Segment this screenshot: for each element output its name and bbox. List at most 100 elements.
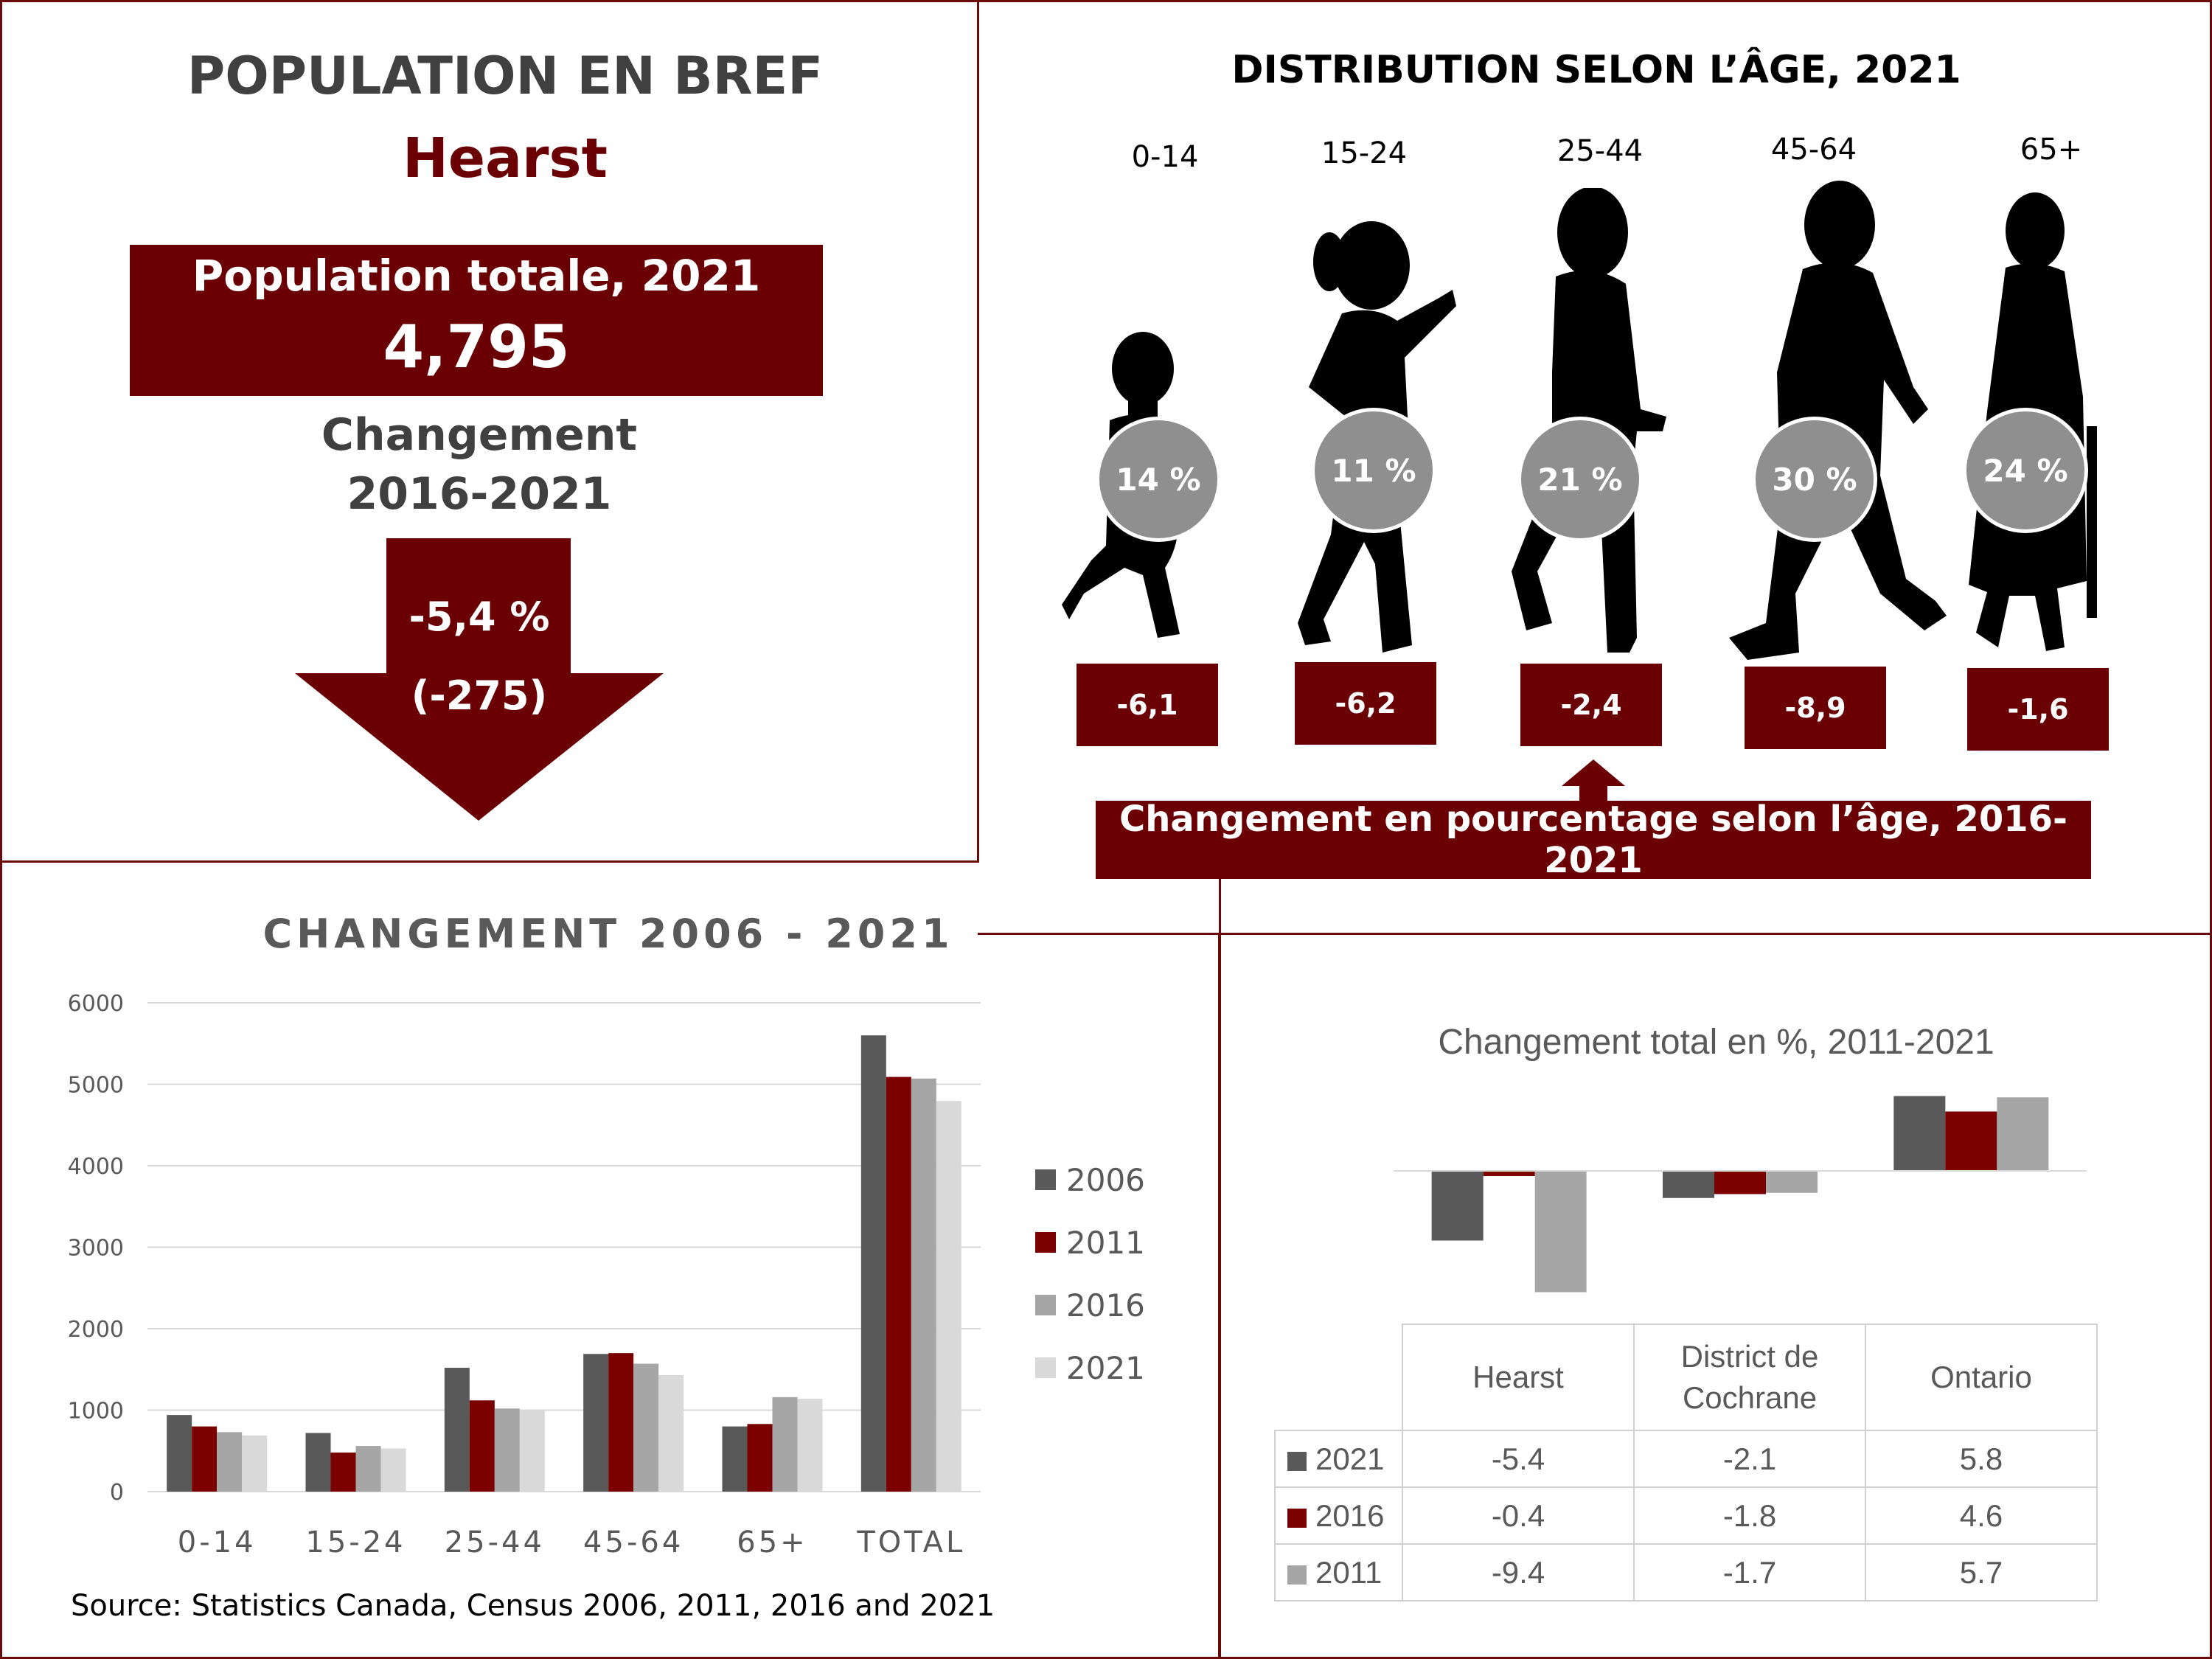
percent-change-bar-chart bbox=[1394, 1096, 2087, 1293]
change-box-45-64: -8,9 bbox=[1745, 667, 1886, 749]
legend-item-2016: 2016 bbox=[1035, 1283, 1145, 1327]
change-box-15-24: -6,2 bbox=[1295, 662, 1436, 745]
bar-2016-45-64 bbox=[633, 1363, 659, 1492]
bar-2021-65+ bbox=[797, 1399, 823, 1492]
percent-change-banner: Changement en pourcentage selon l’âge, 2… bbox=[1096, 799, 2091, 881]
change-absolute: (-275) bbox=[411, 672, 548, 719]
population-bar-chart: 0 1000 2000 3000 4000 5000 6000 0-14 15-24 25-44 4… bbox=[68, 991, 981, 1559]
bar-2021-45-64 bbox=[658, 1374, 684, 1492]
legend-swatch-2016 bbox=[1035, 1295, 1056, 1315]
change-label: Changement bbox=[321, 409, 638, 461]
bar-2011-0-14 bbox=[192, 1426, 218, 1492]
bar-2021-Hearst bbox=[1431, 1171, 1484, 1241]
bar-2006-15-24 bbox=[305, 1433, 331, 1492]
bar-2021-0-14 bbox=[242, 1435, 268, 1492]
bar-2016-25-44 bbox=[494, 1408, 520, 1492]
change-box-25-44: -2,4 bbox=[1520, 664, 1662, 746]
legend-label-2021: 2021 bbox=[1066, 1349, 1145, 1386]
bar-2006-45-64 bbox=[583, 1354, 609, 1492]
table-cell: -9.4 bbox=[1402, 1543, 1635, 1601]
legend-swatch-2021 bbox=[1035, 1357, 1056, 1378]
bar-chart-legend: 2006 2011 2016 2021 bbox=[1035, 1158, 1145, 1390]
city-name: Hearst bbox=[403, 127, 608, 190]
y-tick-label: 0 bbox=[110, 1480, 124, 1506]
table-rowhead-2011: 2011 bbox=[1274, 1543, 1403, 1601]
table-corner bbox=[1275, 1324, 1403, 1431]
percent-chart-title: Changement total en %, 2011-2021 bbox=[1438, 1023, 1994, 1062]
x-tick-label: 45-64 bbox=[583, 1526, 684, 1559]
legend-swatch-2011 bbox=[1035, 1232, 1056, 1253]
table-cell: -2.1 bbox=[1633, 1430, 1866, 1488]
share-circle-25-44: 21 % bbox=[1517, 417, 1643, 542]
age-distribution-title: DISTRIBUTION SELON L’ÂGE, 2021 bbox=[1231, 48, 1961, 92]
percent-data-table: Hearst District de Cochrane Ontario 2021… bbox=[1274, 1324, 2098, 1601]
table-rowlabel-2011: 2011 bbox=[1315, 1554, 1382, 1590]
bar-2016-65+ bbox=[772, 1397, 798, 1492]
total-population-box: Population totale, 2021 4,795 bbox=[130, 245, 823, 396]
table-header-ontario: Ontario bbox=[1865, 1324, 2098, 1431]
bar-2006-TOTAL bbox=[860, 1035, 886, 1492]
bar-2016-0-14 bbox=[217, 1432, 243, 1492]
legend-item-2006: 2006 bbox=[1035, 1158, 1145, 1202]
age-label-15-24: 15-24 bbox=[1321, 136, 1408, 170]
total-population-label: Population totale, 2021 bbox=[192, 251, 761, 301]
table-cell: -5.4 bbox=[1402, 1430, 1635, 1488]
bar-2016-District de Cochrane bbox=[1714, 1171, 1766, 1194]
legend-label-2006: 2006 bbox=[1066, 1161, 1145, 1198]
change-period: 2016-2021 bbox=[347, 468, 612, 520]
legend-swatch-2006 bbox=[1035, 1169, 1056, 1190]
bar-2011-Hearst bbox=[1534, 1171, 1587, 1293]
table-header-cochrane: District de Cochrane bbox=[1633, 1324, 1866, 1431]
bar-2011-45-64 bbox=[608, 1353, 634, 1492]
summary-title: POPULATION EN BREF bbox=[187, 46, 824, 106]
share-circle-0-14: 14 % bbox=[1096, 417, 1221, 542]
legend-item-2011: 2011 bbox=[1035, 1220, 1145, 1265]
table-cell: 4.6 bbox=[1865, 1486, 2098, 1545]
bar-2016-Ontario bbox=[1945, 1111, 1997, 1171]
table-swatch-2016 bbox=[1287, 1508, 1307, 1528]
legend-item-2021: 2021 bbox=[1035, 1346, 1145, 1390]
legend-label-2011: 2011 bbox=[1066, 1224, 1145, 1261]
y-tick-label: 3000 bbox=[68, 1236, 124, 1262]
down-arrow-icon bbox=[295, 538, 664, 821]
bar-2021-25-44 bbox=[519, 1410, 545, 1492]
bar-2006-0-14 bbox=[167, 1415, 192, 1492]
bar-2011-Ontario bbox=[1997, 1097, 2049, 1171]
x-tick-label: TOTAL bbox=[856, 1526, 965, 1559]
table-cell: -0.4 bbox=[1402, 1486, 1635, 1545]
table-rowlabel-2021: 2021 bbox=[1315, 1441, 1385, 1476]
share-circle-45-64: 30 % bbox=[1752, 417, 1877, 542]
table-swatch-2011 bbox=[1287, 1565, 1307, 1585]
bar-2021-TOTAL bbox=[936, 1101, 961, 1492]
table-header-cochrane-text: District de Cochrane bbox=[1680, 1339, 1819, 1415]
table-cell: -1.7 bbox=[1633, 1543, 1866, 1601]
table-rowhead-2021: 2021 bbox=[1274, 1430, 1403, 1488]
table-header-row: Hearst District de Cochrane Ontario bbox=[1275, 1324, 2098, 1431]
table-cell: 5.7 bbox=[1865, 1543, 2098, 1601]
table-cell: 5.8 bbox=[1865, 1430, 2098, 1488]
bar-2011-TOTAL bbox=[886, 1077, 911, 1492]
y-tick-label: 5000 bbox=[68, 1073, 124, 1099]
y-tick-label: 2000 bbox=[68, 1317, 124, 1343]
bar-2016-TOTAL bbox=[911, 1078, 936, 1492]
x-tick-label: 65+ bbox=[737, 1526, 807, 1559]
x-tick-label: 0-14 bbox=[178, 1526, 257, 1559]
bar-2021-District de Cochrane bbox=[1663, 1171, 1714, 1198]
table-row: 2011 -9.4 -1.7 5.7 bbox=[1274, 1543, 2098, 1601]
bar-2011-65+ bbox=[747, 1424, 773, 1492]
share-circle-65-plus: 24 % bbox=[1963, 408, 2088, 533]
table-cell: -1.8 bbox=[1633, 1486, 1866, 1545]
change-box-65-plus: -1,6 bbox=[1967, 668, 2109, 751]
source-note: Source: Statistics Canada, Census 2006, … bbox=[71, 1589, 995, 1623]
bar-2016-Hearst bbox=[1483, 1171, 1535, 1176]
share-circle-15-24: 11 % bbox=[1311, 408, 1436, 533]
y-tick-label: 1000 bbox=[68, 1399, 124, 1425]
age-label-0-14: 0-14 bbox=[1131, 140, 1199, 174]
bar-2021-15-24 bbox=[380, 1448, 406, 1492]
bar-chart-title: CHANGEMENT 2006 - 2021 bbox=[262, 911, 954, 957]
bar-2006-25-44 bbox=[444, 1368, 470, 1492]
age-label-65-plus: 65+ bbox=[2020, 133, 2083, 167]
table-rowlabel-2016: 2016 bbox=[1315, 1498, 1385, 1533]
bar-2006-65+ bbox=[722, 1426, 748, 1492]
bar-2021-Ontario bbox=[1893, 1096, 1946, 1171]
